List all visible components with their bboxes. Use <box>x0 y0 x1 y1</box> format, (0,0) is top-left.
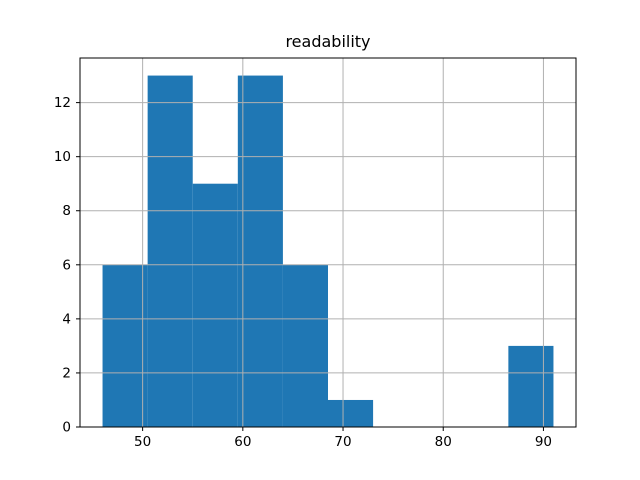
y-tick-label: 6 <box>62 257 71 273</box>
x-tick-label: 80 <box>435 434 452 450</box>
x-tick-label: 50 <box>134 434 151 450</box>
x-tick-label: 90 <box>535 434 552 450</box>
histogram-bar <box>237 75 283 428</box>
y-tick-label: 4 <box>62 311 71 327</box>
axes-layer <box>76 57 577 431</box>
x-tick-label: 60 <box>234 434 251 450</box>
x-tick-label: 70 <box>334 434 351 450</box>
histogram-bar <box>102 264 148 427</box>
tick-labels-layer: 50 60 70 80 90 0 2 4 6 8 10 12 <box>54 95 552 450</box>
bars-layer <box>102 75 554 428</box>
histogram-bar <box>508 345 554 427</box>
y-tick-label: 10 <box>54 149 71 165</box>
histogram-bar <box>192 183 238 427</box>
y-tick-label: 0 <box>62 420 71 436</box>
chart-title: readability <box>285 32 370 51</box>
histogram-bar <box>147 75 193 428</box>
histogram-bar <box>328 399 374 427</box>
plot-frame <box>79 57 577 428</box>
y-tick-label: 2 <box>62 365 71 381</box>
y-tick-label: 8 <box>62 203 71 219</box>
histogram-bar <box>282 264 328 427</box>
y-tick-label: 12 <box>54 95 71 111</box>
